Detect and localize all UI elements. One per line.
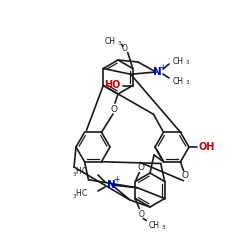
Text: H: H — [75, 190, 81, 198]
Text: OH: OH — [199, 142, 215, 152]
Text: 3: 3 — [186, 60, 189, 66]
Text: N: N — [106, 180, 116, 190]
Text: CH: CH — [172, 76, 184, 86]
Text: 3: 3 — [186, 80, 189, 86]
Text: H: H — [75, 168, 81, 176]
Text: C: C — [82, 168, 87, 176]
Text: O: O — [122, 44, 128, 53]
Text: O: O — [181, 171, 188, 180]
Text: O: O — [138, 163, 145, 172]
Text: 3: 3 — [162, 225, 166, 230]
Text: CH: CH — [149, 221, 160, 230]
Text: 3: 3 — [118, 41, 121, 46]
Text: HO: HO — [104, 80, 121, 90]
Text: 3: 3 — [72, 172, 76, 176]
Text: +: + — [159, 62, 165, 72]
Text: C: C — [82, 190, 87, 198]
Text: +: + — [113, 176, 119, 184]
Text: CH: CH — [104, 37, 115, 46]
Text: CH: CH — [172, 56, 184, 66]
Text: O: O — [138, 210, 144, 219]
Text: 3: 3 — [72, 194, 76, 198]
Text: O: O — [110, 104, 117, 114]
Text: N: N — [152, 67, 162, 77]
